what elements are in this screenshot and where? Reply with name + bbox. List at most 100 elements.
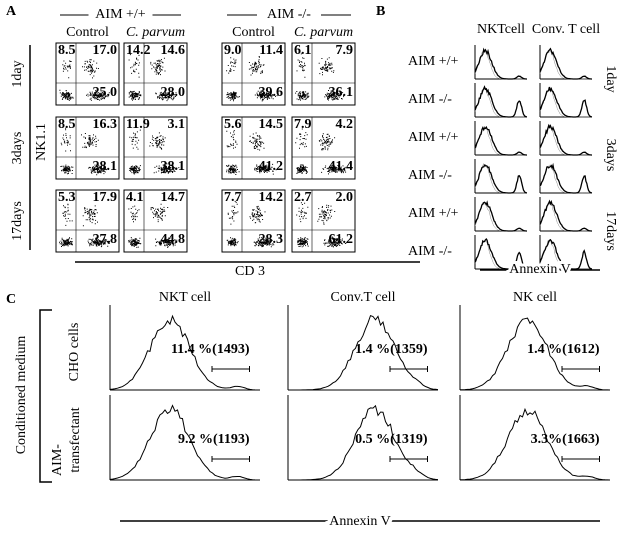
dots bbox=[59, 59, 110, 101]
row-label: AIM -/- bbox=[408, 244, 452, 259]
quadrant-value: 41.2 bbox=[259, 159, 284, 174]
row-label: AIM- bbox=[50, 444, 65, 476]
panel-label: C bbox=[6, 292, 16, 307]
quadrant-value: 28.3 bbox=[259, 232, 284, 247]
histogram bbox=[109, 404, 260, 481]
x-axis-label: Annexin V bbox=[509, 262, 571, 277]
y-axis-label: NK1.1 bbox=[34, 123, 49, 161]
row-label: 1day bbox=[10, 60, 25, 87]
gate bbox=[389, 456, 428, 462]
dots bbox=[129, 129, 180, 175]
dots bbox=[128, 54, 180, 102]
row-label: 3days bbox=[10, 132, 25, 165]
quadrant-value: 38.1 bbox=[161, 159, 186, 174]
plot-frame bbox=[221, 42, 286, 106]
quadrant-value: 3.1 bbox=[168, 117, 186, 132]
histogram bbox=[539, 123, 592, 156]
histogram bbox=[109, 314, 260, 391]
row-label: AIM +/+ bbox=[408, 54, 459, 69]
plot-frame bbox=[291, 116, 356, 180]
plot-frame bbox=[55, 116, 120, 180]
quadrant-value: 6.1 bbox=[294, 43, 312, 58]
quadrant-value: 7.9 bbox=[294, 117, 312, 132]
quadrant-value: 61.2 bbox=[329, 232, 354, 247]
quadrant-value: 5.6 bbox=[224, 117, 242, 132]
quadrant-value: 8.5 bbox=[58, 117, 76, 132]
condition-label: Control bbox=[232, 25, 275, 40]
column-label: NK cell bbox=[513, 290, 557, 305]
quadrant-value: 14.2 bbox=[259, 190, 284, 205]
quadrant-value: 39.6 bbox=[259, 85, 284, 100]
quadrant-value: 25.0 bbox=[93, 85, 118, 100]
quadrant-value: 9.0 bbox=[224, 43, 242, 58]
row-label: CHO cells bbox=[67, 323, 82, 382]
column-label: Conv. T cell bbox=[532, 22, 600, 37]
gate bbox=[211, 366, 250, 372]
timepoint-label: 1day bbox=[603, 65, 618, 92]
histogram bbox=[539, 199, 592, 232]
bracket bbox=[39, 309, 52, 483]
gate bbox=[561, 456, 600, 462]
histogram bbox=[474, 201, 527, 232]
group-label: AIM +/+ bbox=[95, 7, 146, 22]
row-label: AIM +/+ bbox=[408, 130, 459, 145]
histogram bbox=[474, 47, 527, 80]
x-axis-label: Annexin V bbox=[329, 514, 391, 529]
histogram bbox=[459, 407, 611, 481]
quadrant-value: 11.9 bbox=[126, 117, 150, 132]
condition-label: Control bbox=[66, 25, 109, 40]
histogram bbox=[539, 50, 592, 80]
row-label: AIM +/+ bbox=[408, 206, 459, 221]
quadrant-value: 14.7 bbox=[161, 190, 186, 205]
dots bbox=[295, 53, 345, 101]
dots bbox=[226, 130, 277, 175]
quadrant-value: 17.9 bbox=[93, 190, 118, 205]
panel-label: B bbox=[376, 4, 385, 19]
histogram bbox=[539, 202, 592, 232]
quadrant-value: 7.9 bbox=[336, 43, 354, 58]
quadrant-value: 36.1 bbox=[329, 85, 354, 100]
histogram bbox=[288, 404, 439, 481]
plot-frame bbox=[123, 116, 188, 180]
timepoint-label: 3days bbox=[603, 139, 618, 172]
histogram bbox=[539, 164, 592, 194]
plot-frame bbox=[123, 42, 188, 106]
row-label: transfectant bbox=[68, 407, 83, 472]
gate bbox=[389, 366, 428, 372]
quadrant-value: 16.3 bbox=[93, 117, 118, 132]
plot-frame bbox=[221, 116, 286, 180]
dots bbox=[226, 200, 275, 248]
annotation: 1.4 %(1612) bbox=[527, 342, 600, 357]
quadrant-value: 2.0 bbox=[336, 190, 354, 205]
plot-frame bbox=[55, 189, 120, 253]
annotation: 1.4 %(1359) bbox=[355, 342, 428, 357]
quadrant-value: 4.2 bbox=[336, 117, 354, 132]
panel-label: A bbox=[6, 4, 17, 19]
timepoint-label: 17days bbox=[603, 211, 618, 251]
dots bbox=[59, 203, 110, 248]
quadrant-value: 5.3 bbox=[58, 190, 76, 205]
plot-frame bbox=[221, 189, 286, 253]
quadrant-value: 28.0 bbox=[161, 85, 186, 100]
quadrant-value: 44.8 bbox=[161, 232, 186, 247]
histogram bbox=[539, 86, 593, 118]
quadrant-value: 8.5 bbox=[58, 43, 76, 58]
gate bbox=[561, 366, 600, 372]
plot-frame bbox=[291, 42, 356, 106]
quadrant-value: 28.1 bbox=[93, 159, 118, 174]
dots bbox=[296, 202, 347, 248]
column-label: NKT cell bbox=[159, 290, 211, 305]
quadrant-value: 17.0 bbox=[93, 43, 118, 58]
quadrant-value: 14.5 bbox=[259, 117, 284, 132]
condition-label: C. parvum bbox=[126, 25, 185, 40]
plot-frame bbox=[123, 189, 188, 253]
x-axis-label: CD 3 bbox=[235, 264, 265, 279]
plot-frame bbox=[291, 189, 356, 253]
histogram bbox=[459, 317, 611, 391]
annotation: 3.3%(1663) bbox=[531, 432, 600, 447]
dots bbox=[128, 203, 178, 248]
histogram bbox=[474, 125, 527, 156]
histogram bbox=[539, 86, 592, 118]
quadrant-value: 27.8 bbox=[93, 232, 118, 247]
